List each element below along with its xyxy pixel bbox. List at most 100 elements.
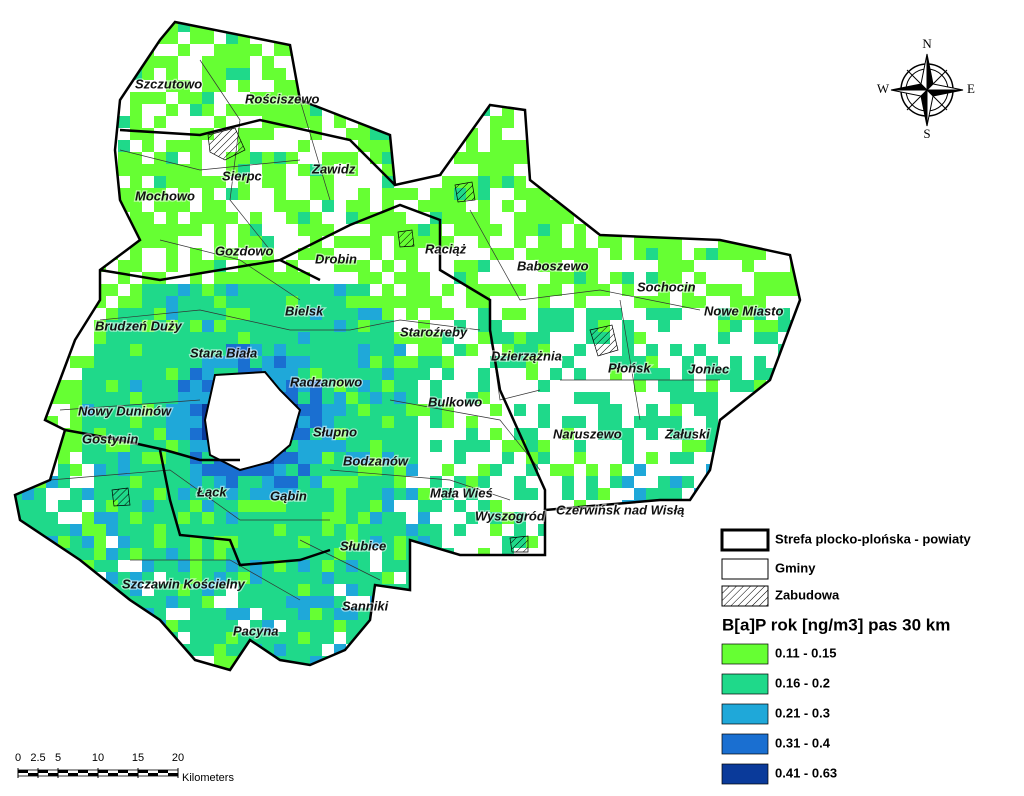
raster-cell bbox=[334, 464, 346, 476]
raster-cell bbox=[454, 116, 466, 128]
raster-cell bbox=[730, 368, 742, 380]
raster-cell bbox=[790, 464, 800, 476]
raster-cell bbox=[586, 584, 598, 596]
raster-cell bbox=[670, 344, 682, 356]
raster-cell bbox=[622, 44, 634, 56]
scale-unit: Kilometers bbox=[182, 772, 234, 784]
raster-cell bbox=[166, 296, 178, 308]
raster-cell bbox=[334, 536, 346, 548]
raster-cell bbox=[634, 176, 646, 188]
raster-cell bbox=[442, 596, 454, 608]
raster-cell bbox=[46, 188, 58, 200]
raster-cell bbox=[370, 632, 382, 644]
raster-cell bbox=[526, 668, 538, 670]
raster-cell bbox=[274, 296, 286, 308]
raster-cell bbox=[214, 332, 226, 344]
raster-cell bbox=[382, 224, 394, 236]
raster-cell bbox=[202, 500, 214, 512]
raster-cell bbox=[502, 512, 514, 524]
raster-cell bbox=[658, 320, 670, 332]
raster-cell bbox=[550, 584, 562, 596]
raster-cell bbox=[430, 524, 442, 536]
raster-cell bbox=[130, 524, 142, 536]
raster-cell bbox=[298, 404, 310, 416]
raster-cell bbox=[406, 356, 418, 368]
raster-cell bbox=[322, 440, 334, 452]
raster-cell bbox=[142, 368, 154, 380]
raster-cell bbox=[310, 22, 322, 32]
raster-cell bbox=[418, 104, 430, 116]
raster-cell bbox=[418, 22, 430, 32]
raster-cell bbox=[154, 200, 166, 212]
place-label: Staroźreby bbox=[400, 324, 468, 339]
raster-cell bbox=[322, 572, 334, 584]
raster-cell bbox=[178, 620, 190, 632]
legend-swatch bbox=[721, 733, 769, 755]
raster-cell bbox=[94, 104, 106, 116]
raster-cell bbox=[382, 560, 394, 572]
raster-cell bbox=[310, 188, 322, 200]
raster-cell bbox=[634, 608, 646, 620]
raster-cell bbox=[610, 368, 622, 380]
raster-cell bbox=[130, 344, 142, 356]
raster-cell bbox=[202, 644, 214, 656]
raster-cell bbox=[334, 44, 346, 56]
raster-cell bbox=[250, 224, 262, 236]
raster-cell bbox=[358, 44, 370, 56]
raster-cell bbox=[634, 140, 646, 152]
raster-cell bbox=[202, 260, 214, 272]
raster-cell bbox=[226, 56, 238, 68]
raster-cell bbox=[550, 620, 562, 632]
raster-cell bbox=[262, 296, 274, 308]
raster-cell bbox=[346, 584, 358, 596]
raster-cell bbox=[406, 392, 418, 404]
raster-cell bbox=[682, 152, 694, 164]
raster-cell bbox=[382, 92, 394, 104]
raster-cell bbox=[466, 140, 478, 152]
raster-cell bbox=[706, 212, 718, 224]
raster-cell bbox=[586, 656, 598, 668]
raster-cell bbox=[514, 68, 526, 80]
raster-cell bbox=[15, 596, 22, 608]
raster-cell bbox=[82, 440, 94, 452]
raster-cell bbox=[82, 260, 94, 272]
raster-cell bbox=[478, 440, 490, 452]
raster-cell bbox=[646, 248, 658, 260]
raster-cell bbox=[262, 152, 274, 164]
raster-cell bbox=[58, 188, 70, 200]
raster-cell bbox=[730, 152, 742, 164]
raster-cell bbox=[418, 272, 430, 284]
raster-cell bbox=[334, 116, 346, 128]
raster-cell bbox=[310, 368, 322, 380]
raster-cell bbox=[430, 308, 442, 320]
raster-cell bbox=[310, 476, 322, 488]
raster-cell bbox=[490, 464, 502, 476]
raster-cell bbox=[478, 188, 490, 200]
raster-cell bbox=[15, 668, 22, 670]
raster-cell bbox=[454, 668, 466, 670]
raster-cell bbox=[106, 92, 118, 104]
raster-cell bbox=[190, 608, 202, 620]
raster-cell bbox=[214, 524, 226, 536]
raster-cell bbox=[370, 68, 382, 80]
raster-cell bbox=[766, 80, 778, 92]
raster-cell bbox=[46, 668, 58, 670]
raster-cell bbox=[490, 512, 502, 524]
raster-cell bbox=[406, 284, 418, 296]
raster-cell bbox=[634, 656, 646, 668]
raster-cell bbox=[286, 92, 298, 104]
raster-cell bbox=[274, 632, 286, 644]
raster-cell bbox=[322, 224, 334, 236]
raster-cell bbox=[466, 272, 478, 284]
raster-cell bbox=[94, 452, 106, 464]
raster-cell bbox=[322, 416, 334, 428]
raster-cell bbox=[442, 488, 454, 500]
raster-cell bbox=[58, 296, 70, 308]
raster-cell bbox=[106, 416, 118, 428]
raster-cell bbox=[778, 200, 790, 212]
raster-cell bbox=[586, 32, 598, 44]
raster-cell bbox=[94, 344, 106, 356]
raster-cell bbox=[622, 428, 634, 440]
raster-cell bbox=[142, 488, 154, 500]
raster-cell bbox=[634, 560, 646, 572]
